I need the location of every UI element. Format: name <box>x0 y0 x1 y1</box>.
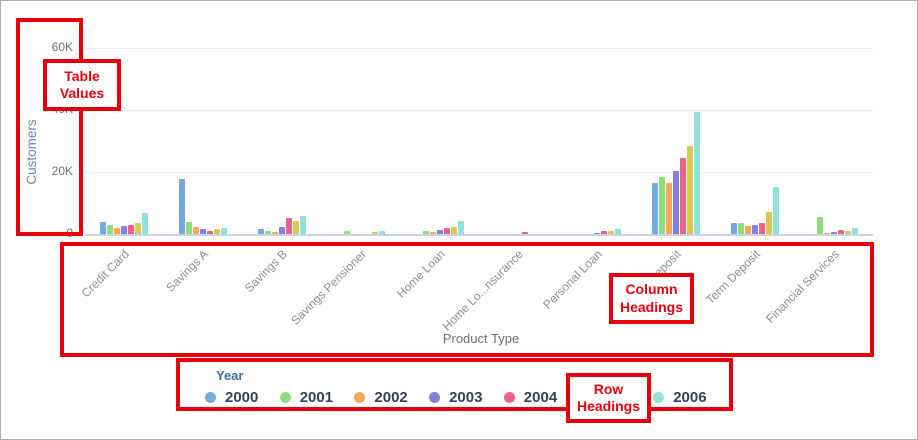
table-values-label-line2: Values <box>59 85 105 101</box>
legend-item-2003[interactable]: 2003 <box>429 389 482 406</box>
bar-2002-savings-b[interactable] <box>272 232 278 234</box>
bar-2001-financial-services[interactable] <box>817 217 823 234</box>
bar-2006-personal-loan[interactable] <box>615 229 621 234</box>
gridline <box>85 172 873 173</box>
column-headings-region-rect <box>60 242 874 357</box>
legend-item-label: 2002 <box>374 389 408 406</box>
bar-2001-home-loan[interactable] <box>423 231 429 234</box>
row-headings-label-line1: Row <box>593 380 624 397</box>
bar-2002-home-loan[interactable] <box>430 232 436 234</box>
bar-2004-credit-card[interactable] <box>128 225 134 234</box>
bar-2004-savings-a[interactable] <box>207 231 213 234</box>
x-axis-title: Product Type <box>442 331 520 346</box>
bar-2003-term-deposit[interactable] <box>752 225 758 234</box>
legend-item-2001[interactable]: 2001 <box>279 389 334 406</box>
gridline <box>85 48 873 49</box>
bar-2000-demand-deposit[interactable] <box>652 183 658 234</box>
bar-2004-financial-services[interactable] <box>838 230 844 234</box>
bar-2000-savings-a[interactable] <box>179 179 185 234</box>
legend-swatch-icon <box>205 392 216 403</box>
legend-item-2002[interactable]: 2002 <box>354 389 408 406</box>
bar-2002-credit-card[interactable] <box>114 228 120 234</box>
bar-2004-demand-deposit[interactable] <box>680 158 686 234</box>
bar-2004-home-loan[interactable] <box>444 228 450 234</box>
bar-2005-credit-card[interactable] <box>135 223 141 234</box>
bar-2003-savings-b[interactable] <box>279 227 285 234</box>
bar-2003-financial-services[interactable] <box>831 232 837 234</box>
legend-item-2004[interactable]: 2004 <box>503 389 558 406</box>
column-headings-label-line1: Column <box>625 281 678 297</box>
bar-2005-savings-pensioner[interactable] <box>372 232 378 234</box>
legend-item-label: 2004 <box>523 389 558 406</box>
bar-2004-home-lo-nsurance[interactable] <box>522 232 528 234</box>
row-headings-callout: Row Headings <box>566 373 651 423</box>
bar-2006-demand-deposit[interactable] <box>694 112 700 234</box>
bar-2006-home-loan[interactable] <box>458 221 464 234</box>
bar-2003-home-loan[interactable] <box>437 230 443 234</box>
bar-2005-savings-b[interactable] <box>293 221 299 234</box>
bar-2001-savings-pensioner[interactable] <box>344 231 350 234</box>
bar-2001-demand-deposit[interactable] <box>659 177 665 234</box>
legend-swatch-icon <box>354 392 366 403</box>
legend-item-label: 2003 <box>449 389 483 406</box>
bar-2006-savings-pensioner[interactable] <box>379 231 385 234</box>
row-headings-region-rect <box>176 358 733 411</box>
legend-item-2006[interactable]: 2006 <box>653 389 707 406</box>
bar-2006-financial-services[interactable] <box>852 228 858 234</box>
bar-2002-financial-services[interactable] <box>824 233 830 234</box>
bar-2004-personal-loan[interactable] <box>601 231 607 234</box>
table-values-callout: Table Values <box>43 59 121 111</box>
y-tick-label: 20K <box>51 164 73 178</box>
x-axis-line <box>85 234 873 236</box>
legend-swatch-icon <box>279 392 291 403</box>
bar-2006-credit-card[interactable] <box>142 213 148 234</box>
legend-item-label: 2006 <box>673 389 707 406</box>
column-headings-label-line2: Headings <box>619 298 683 315</box>
legend-item-2000[interactable]: 2000 <box>205 389 258 406</box>
bar-2003-credit-card[interactable] <box>121 226 127 234</box>
bar-2005-financial-services[interactable] <box>845 231 851 234</box>
bar-2005-demand-deposit[interactable] <box>687 146 693 234</box>
legend-swatch-icon <box>429 392 441 403</box>
legend-swatch-icon <box>653 392 665 403</box>
bar-2000-savings-b[interactable] <box>258 229 264 234</box>
bar-2001-savings-b[interactable] <box>265 231 271 234</box>
bar-2002-savings-a[interactable] <box>193 227 199 234</box>
bar-2000-term-deposit[interactable] <box>731 223 737 234</box>
bar-2001-credit-card[interactable] <box>107 225 113 234</box>
bar-2001-term-deposit[interactable] <box>738 223 744 234</box>
table-values-region-rect <box>16 18 83 236</box>
bar-2003-savings-a[interactable] <box>200 229 206 234</box>
gridline <box>85 110 873 111</box>
bar-2006-savings-b[interactable] <box>300 216 306 234</box>
bar-2005-home-loan[interactable] <box>451 227 457 234</box>
bar-2005-term-deposit[interactable] <box>766 212 772 234</box>
bar-2005-savings-a[interactable] <box>214 229 220 234</box>
column-headings-callout: Column Headings <box>609 273 694 324</box>
bar-2006-savings-a[interactable] <box>221 228 227 234</box>
bar-2005-personal-loan[interactable] <box>608 231 614 234</box>
legend-item-label: 2001 <box>299 389 334 406</box>
bar-2001-savings-a[interactable] <box>186 222 192 234</box>
bar-2003-personal-loan[interactable] <box>594 233 600 234</box>
y-tick-label: 60K <box>51 40 73 54</box>
bar-2004-savings-b[interactable] <box>286 218 292 234</box>
legend-title: Year <box>216 368 244 383</box>
legend-item-label: 2000 <box>225 389 259 406</box>
bar-2006-term-deposit[interactable] <box>773 187 779 234</box>
table-values-label-line1: Table <box>64 67 100 84</box>
bar-2002-demand-deposit[interactable] <box>666 183 672 234</box>
row-headings-label-line2: Headings <box>576 398 640 414</box>
bar-2004-term-deposit[interactable] <box>759 223 765 234</box>
bar-2003-demand-deposit[interactable] <box>673 171 679 234</box>
legend-swatch-icon <box>503 392 515 403</box>
bar-2000-credit-card[interactable] <box>100 222 106 234</box>
bar-2002-term-deposit[interactable] <box>745 226 751 234</box>
